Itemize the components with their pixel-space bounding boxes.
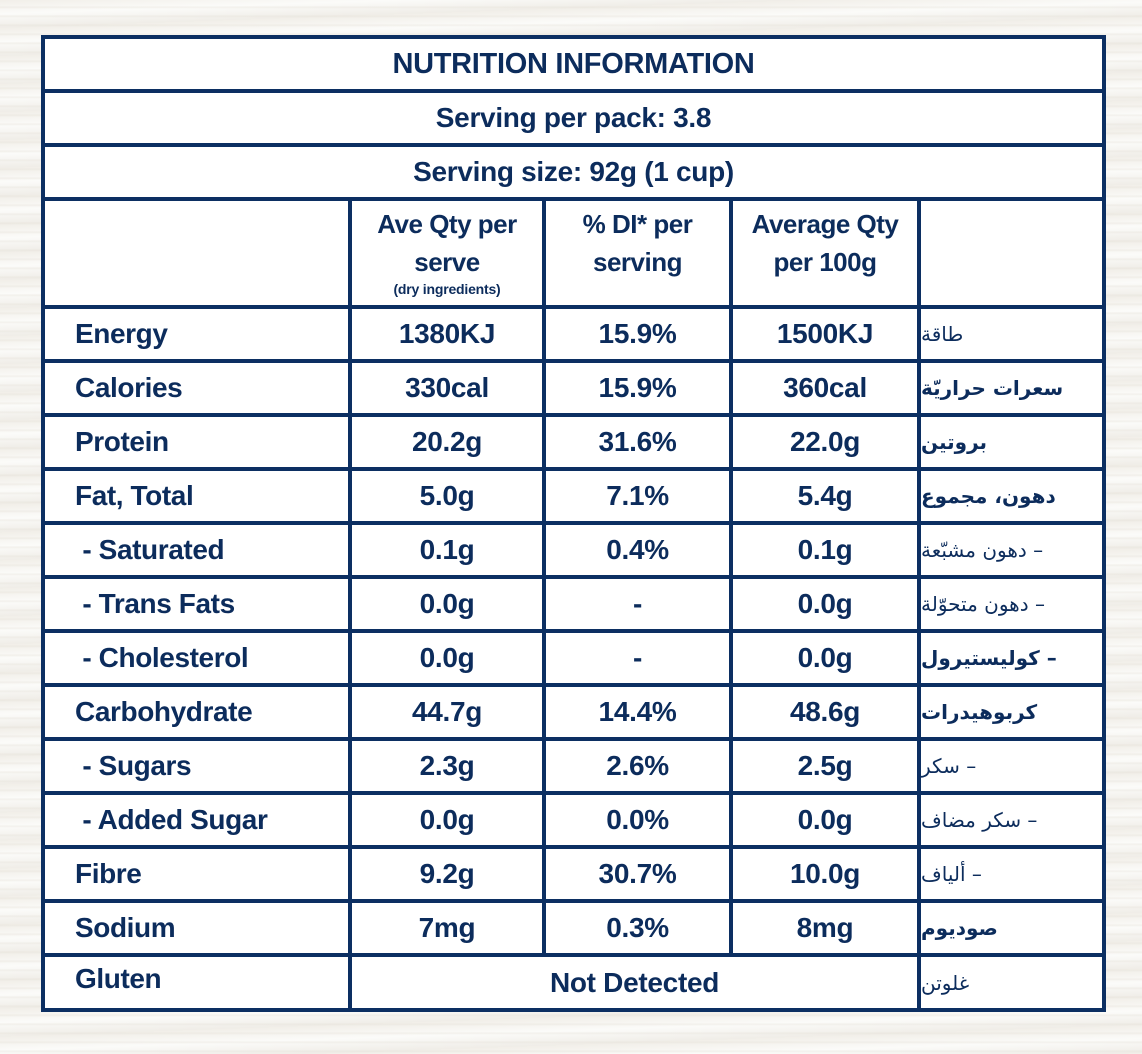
divider	[45, 575, 1102, 579]
per-100g-value: 0.0g	[797, 588, 853, 619]
per-serve-value: 5.0g	[419, 480, 475, 511]
per-100g-value: 0.0g	[797, 804, 853, 835]
nutrient-arabic-label: سعرات حراريّة	[921, 376, 1064, 400]
divider	[45, 899, 1102, 903]
nutrient-arabic-label: – دهون مشبّعة	[921, 538, 1044, 562]
divider	[45, 521, 1102, 525]
column-header-line: % DI* per	[582, 209, 693, 239]
daily-intake-value: -	[632, 642, 643, 673]
daily-intake-value: 0.4%	[606, 534, 669, 565]
per-100g-value: 2.5g	[797, 750, 853, 781]
divider	[45, 305, 1102, 309]
divider	[45, 197, 1102, 201]
daily-intake-value: 14.4%	[598, 696, 677, 727]
per-100g-value: 1500KJ	[776, 318, 874, 349]
per-100g-value: 22.0g	[789, 426, 861, 457]
gluten-label: Gluten	[75, 963, 162, 994]
nutrient-arabic-label: كربوهيدرات	[921, 700, 1038, 724]
per-serve-value: 1380KJ	[398, 318, 496, 349]
panel-title: NUTRITION INFORMATION	[392, 47, 755, 80]
column-header-line: per 100g	[773, 247, 877, 277]
daily-intake-value: 15.9%	[598, 372, 677, 403]
per-100g-value: 0.0g	[797, 642, 853, 673]
per-100g-value: 48.6g	[789, 696, 861, 727]
column-header-line: Average Qty	[751, 209, 899, 239]
nutrient-arabic-label: – كوليستيرول	[921, 646, 1057, 670]
divider	[45, 953, 1102, 957]
per-serve-value: 0.0g	[419, 804, 475, 835]
gluten-arabic-label: غلوتن	[921, 970, 970, 995]
serving-size: Serving size: 92g (1 cup)	[413, 156, 734, 187]
per-serve-value: 9.2g	[419, 858, 475, 889]
divider	[45, 683, 1102, 687]
per-serve-value: 7mg	[418, 912, 476, 943]
divider	[45, 737, 1102, 741]
daily-intake-value: 0.0%	[606, 804, 669, 835]
daily-intake-value: 7.1%	[606, 480, 669, 511]
divider	[45, 845, 1102, 849]
daily-intake-value: 2.6%	[606, 750, 669, 781]
column-header-per-100g: Average Qty per 100g	[733, 201, 917, 305]
serving-per-pack: Serving per pack: 3.8	[435, 102, 712, 133]
daily-intake-value: 31.6%	[598, 426, 677, 457]
nutrition-panel: NUTRITION INFORMATION Serving per pack: …	[41, 35, 1106, 1012]
per-100g-value: 8mg	[796, 912, 854, 943]
divider	[45, 89, 1102, 93]
column-header-per-serve: Ave Qty per serve (dry ingredients)	[352, 201, 542, 305]
nutrient-label: - Trans Fats	[75, 588, 235, 619]
nutrient-label: Protein	[75, 426, 169, 457]
per-100g-value: 5.4g	[797, 480, 853, 511]
daily-intake-value: 0.3%	[606, 912, 669, 943]
per-100g-value: 10.0g	[789, 858, 861, 889]
nutrient-arabic-label: – دهون متحوّلة	[921, 592, 1045, 616]
nutrient-label: - Added Sugar	[75, 804, 268, 835]
nutrient-arabic-label: – سكر مضاف	[921, 808, 1038, 832]
per-serve-value: 330cal	[405, 372, 489, 403]
column-header-note: (dry ingredients)	[393, 281, 501, 297]
gluten-value: Not Detected	[549, 966, 720, 998]
per-serve-value: 44.7g	[411, 696, 483, 727]
nutrient-arabic-label: – ألياف	[921, 862, 982, 886]
column-divider	[542, 197, 546, 953]
nutrient-label: Carbohydrate	[75, 696, 253, 727]
column-header-line: serving	[593, 247, 683, 277]
nutrient-arabic-label: دهون، مجموع	[921, 484, 1056, 508]
per-serve-value: 0.0g	[419, 588, 475, 619]
nutrient-label: - Cholesterol	[75, 642, 249, 673]
column-divider	[348, 197, 352, 1008]
nutrient-label: - Saturated	[75, 534, 225, 565]
per-100g-value: 0.1g	[797, 534, 853, 565]
column-divider	[729, 197, 733, 953]
column-header-di: % DI* per serving	[546, 201, 729, 305]
nutrient-label: Calories	[75, 372, 183, 403]
per-serve-value: 20.2g	[411, 426, 483, 457]
nutrient-label: Fat, Total	[75, 480, 194, 511]
nutrient-arabic-label: بروتين	[921, 430, 988, 454]
nutrient-label: Sodium	[75, 912, 176, 943]
daily-intake-value: 30.7%	[598, 858, 677, 889]
divider	[45, 413, 1102, 417]
nutrient-arabic-label: طاقة	[921, 322, 964, 346]
per-100g-value: 360cal	[783, 372, 867, 403]
divider	[45, 791, 1102, 795]
column-divider	[917, 197, 921, 1008]
daily-intake-value: -	[632, 588, 643, 619]
divider	[45, 143, 1102, 147]
divider	[45, 467, 1102, 471]
nutrient-label: - Sugars	[75, 750, 192, 781]
per-serve-value: 2.3g	[419, 750, 475, 781]
divider	[45, 629, 1102, 633]
divider	[45, 359, 1102, 363]
column-header-line: serve	[414, 247, 480, 277]
nutrient-label: Energy	[75, 318, 168, 349]
daily-intake-value: 15.9%	[598, 318, 677, 349]
column-header-line: Ave Qty per	[377, 209, 517, 239]
nutrient-arabic-label: صوديوم	[921, 916, 998, 940]
nutrient-arabic-label: – سكر	[921, 754, 977, 778]
nutrient-label: Fibre	[75, 858, 142, 889]
per-serve-value: 0.1g	[419, 534, 475, 565]
per-serve-value: 0.0g	[419, 642, 475, 673]
